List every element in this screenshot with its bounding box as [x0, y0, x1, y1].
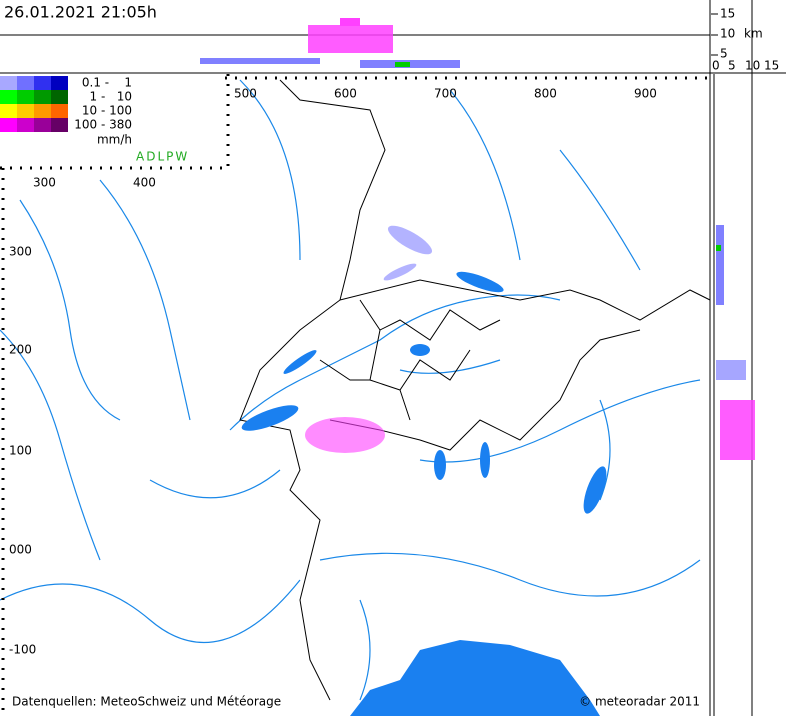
lake [283, 350, 317, 374]
legend-label: 1 - 10 [90, 90, 133, 104]
legend-swatch [34, 104, 51, 118]
legend-label: 10 - 100 [82, 104, 132, 118]
legend-swatch [51, 90, 68, 104]
legend-swatch [17, 118, 34, 132]
echo [720, 400, 755, 460]
lake [480, 442, 490, 478]
timestamp: 26.01.2021 21:05h [4, 3, 157, 22]
legend-swatch [0, 104, 17, 118]
sea [350, 640, 600, 716]
river [0, 79, 701, 701]
echo [716, 360, 746, 380]
precipitation [305, 417, 385, 453]
height-label: 10 [720, 27, 735, 41]
map-x-label: 300 [33, 176, 56, 190]
legend-swatch [51, 104, 68, 118]
echo [340, 18, 360, 26]
map-x-label: 500 [234, 87, 257, 101]
echo [716, 245, 721, 251]
legend-swatch [51, 118, 68, 132]
lake [410, 344, 430, 356]
top-profile [0, 18, 786, 74]
legend-swatch [51, 76, 68, 90]
legend-swatch [34, 118, 51, 132]
legend-swatch [17, 76, 34, 90]
lake [241, 405, 299, 431]
echo [395, 62, 410, 67]
height-label: 5 [720, 47, 728, 61]
echo [308, 25, 393, 53]
height-label: 5 [728, 59, 736, 73]
legend-swatch [17, 90, 34, 104]
map-y-label: 000 [9, 543, 32, 557]
map-x-label: 700 [434, 87, 457, 101]
right-profile: 15 10 5 km 0 5 10 15 [709, 0, 779, 716]
border [239, 79, 711, 701]
legend-swatch [0, 76, 17, 90]
map-x-label: 400 [133, 176, 156, 190]
map-x-label: 600 [334, 87, 357, 101]
legend-label: 100 - 380 [74, 118, 132, 132]
map-y-label: 100 [9, 444, 32, 458]
height-label: 10 [745, 59, 760, 73]
map [0, 79, 711, 716]
map-y-label: 300 [9, 245, 32, 259]
legend-unit: mm/h [97, 133, 132, 147]
map-x-label: 900 [634, 87, 657, 101]
height-label: 0 [712, 59, 720, 73]
network-label: ADLPW [136, 150, 189, 164]
precipitation [387, 225, 433, 255]
legend-swatch [0, 118, 17, 132]
map-x-label: 800 [534, 87, 557, 101]
map-y-label: -100 [9, 643, 36, 657]
copyright: © meteoradar 2011 [579, 695, 700, 709]
legend-swatch [0, 90, 17, 104]
data-source: Datenquellen: MeteoSchweiz und Météorage [12, 695, 281, 709]
canton-border [319, 299, 501, 421]
legend: 0.1 - 1 1 - 10 10 - 100 100 - 380 mm/h A… [0, 74, 225, 166]
legend-label: 0.1 - 1 [82, 76, 132, 90]
echo [716, 225, 724, 305]
lake [456, 271, 504, 293]
legend-swatch [17, 104, 34, 118]
height-label: 15 [764, 59, 779, 73]
legend-swatch [34, 76, 51, 90]
height-unit: km [744, 27, 763, 41]
lake [434, 450, 446, 480]
lake [583, 466, 607, 514]
legend-swatch [34, 90, 51, 104]
map-y-label: 200 [9, 343, 32, 357]
height-label: 15 [720, 7, 735, 21]
echo [200, 58, 320, 64]
precipitation [383, 263, 417, 281]
